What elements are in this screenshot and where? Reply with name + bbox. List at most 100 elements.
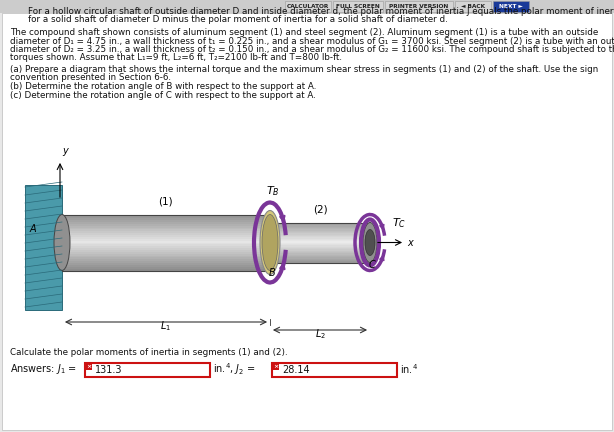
Text: FULL SCREEN: FULL SCREEN	[336, 4, 380, 9]
Bar	[62, 235, 270, 237]
Text: (c) Determine the rotation angle of C with respect to the support at A.: (c) Determine the rotation angle of C wi…	[10, 90, 316, 99]
Bar	[270, 254, 370, 256]
Bar	[62, 248, 270, 250]
Text: ×: ×	[273, 364, 278, 369]
Text: CALCULATOR: CALCULATOR	[287, 4, 329, 9]
Bar	[62, 239, 270, 241]
Text: For a hollow circular shaft of outside diameter D and inside diameter d, the pol: For a hollow circular shaft of outside d…	[28, 7, 614, 16]
Text: Answers: $J_1$ =: Answers: $J_1$ =	[10, 362, 77, 376]
Bar	[62, 254, 270, 256]
Text: $C$: $C$	[368, 258, 376, 270]
Bar	[270, 244, 370, 245]
Bar	[270, 260, 370, 261]
Bar	[62, 267, 270, 269]
FancyBboxPatch shape	[455, 1, 491, 12]
Text: Calculate the polar moments of inertia in segments (1) and (2).: Calculate the polar moments of inertia i…	[10, 348, 287, 357]
Text: for a solid shaft of diameter D minus the polar moment of inertia for a solid sh: for a solid shaft of diameter D minus th…	[28, 16, 448, 25]
Text: convention presented in Section 6-6.: convention presented in Section 6-6.	[10, 73, 171, 83]
Bar	[270, 228, 370, 229]
Text: $y$: $y$	[62, 146, 70, 158]
Ellipse shape	[54, 215, 70, 270]
Text: $T_C$: $T_C$	[392, 216, 406, 230]
FancyBboxPatch shape	[85, 363, 92, 370]
Bar	[62, 245, 270, 246]
Bar	[62, 246, 270, 248]
Text: torques shown. Assume that L₁=9 ft, L₂=6 ft, T₂=2100 lb-ft and T⁣=800 lb-ft.: torques shown. Assume that L₁=9 ft, L₂=6…	[10, 54, 342, 63]
FancyBboxPatch shape	[285, 1, 332, 12]
Bar	[62, 237, 270, 239]
Bar	[62, 250, 270, 252]
Bar	[270, 232, 370, 233]
Bar	[270, 241, 370, 242]
Bar	[270, 258, 370, 260]
Bar	[62, 224, 270, 226]
Bar	[62, 269, 270, 270]
Bar	[270, 233, 370, 235]
Bar	[270, 242, 370, 244]
Bar	[270, 252, 370, 253]
Bar	[62, 229, 270, 231]
Text: NEXT ►: NEXT ►	[499, 4, 523, 9]
Text: 28.14: 28.14	[282, 365, 309, 375]
Ellipse shape	[365, 229, 375, 255]
Bar	[62, 241, 270, 242]
Bar	[270, 222, 370, 224]
Bar	[270, 225, 370, 226]
Text: in.$^4$, $J_2$ =: in.$^4$, $J_2$ =	[213, 361, 255, 377]
Text: $L_2$: $L_2$	[314, 327, 325, 341]
Text: The compound shaft shown consists of aluminum segment (1) and steel segment (2).: The compound shaft shown consists of alu…	[10, 28, 598, 37]
FancyBboxPatch shape	[272, 363, 279, 370]
Text: diameter of D₁ = 4.75 in., a wall thickness of t₁ = 0.225 in., and a shear modul: diameter of D₁ = 4.75 in., a wall thickn…	[10, 36, 614, 45]
Bar	[62, 218, 270, 220]
Ellipse shape	[363, 222, 377, 263]
Text: 131.3: 131.3	[95, 365, 123, 375]
Bar	[270, 248, 370, 249]
Bar	[62, 233, 270, 235]
Bar	[270, 226, 370, 228]
FancyBboxPatch shape	[85, 363, 210, 377]
Text: PRINTER VERSION: PRINTER VERSION	[389, 4, 449, 9]
Bar	[62, 265, 270, 267]
Bar	[270, 237, 370, 238]
Bar	[270, 240, 370, 241]
Bar	[270, 247, 370, 248]
Bar	[62, 261, 270, 263]
Bar	[62, 220, 270, 222]
Bar	[270, 238, 370, 240]
Ellipse shape	[262, 215, 278, 270]
Bar	[270, 256, 370, 257]
Bar	[62, 259, 270, 261]
FancyBboxPatch shape	[272, 363, 397, 377]
Bar	[270, 253, 370, 254]
Text: (1): (1)	[158, 197, 173, 206]
Bar	[270, 224, 370, 225]
Text: (a) Prepare a diagram that shows the internal torque and the maximum shear stres: (a) Prepare a diagram that shows the int…	[10, 65, 598, 74]
Bar	[270, 236, 370, 237]
Bar	[62, 257, 270, 259]
FancyBboxPatch shape	[492, 1, 529, 12]
FancyBboxPatch shape	[333, 1, 383, 12]
Bar	[270, 261, 370, 263]
Text: ◄ BACK: ◄ BACK	[461, 4, 485, 9]
Bar	[270, 257, 370, 258]
Ellipse shape	[260, 210, 280, 274]
Bar	[270, 245, 370, 247]
Bar	[62, 228, 270, 229]
Text: $x$: $x$	[407, 238, 415, 248]
Bar	[62, 252, 270, 254]
Text: (2): (2)	[313, 204, 327, 215]
Text: diameter of D₂ = 3.25 in., a wall thickness of t₂ = 0.150 in., and a shear modul: diameter of D₂ = 3.25 in., a wall thickn…	[10, 45, 614, 54]
FancyBboxPatch shape	[385, 1, 453, 12]
Text: $A$: $A$	[29, 222, 37, 235]
Text: $L_1$: $L_1$	[160, 319, 171, 333]
Bar	[270, 251, 370, 252]
Text: in.$^4$: in.$^4$	[400, 362, 418, 376]
Bar	[270, 231, 370, 232]
Bar	[270, 249, 370, 251]
Bar	[62, 242, 270, 245]
FancyBboxPatch shape	[0, 0, 614, 13]
Bar	[62, 231, 270, 233]
Bar	[62, 256, 270, 257]
Bar	[62, 216, 270, 218]
Text: $T_B$: $T_B$	[266, 185, 280, 198]
